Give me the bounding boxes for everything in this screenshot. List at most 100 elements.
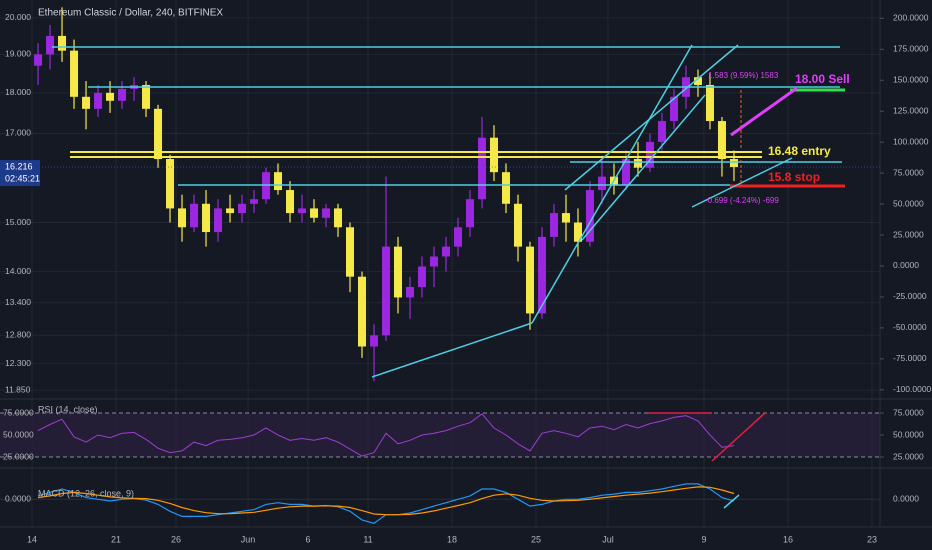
y2-tick-label: -75.0000	[893, 353, 927, 363]
candle-body	[46, 35, 55, 55]
y2-tick-label: 150.0000	[893, 74, 929, 84]
candle-body	[561, 213, 570, 223]
candle-body	[525, 246, 534, 314]
rsi-tick-label-left: 50.0000	[3, 429, 34, 439]
candle-body	[142, 84, 151, 109]
candle-body	[537, 236, 546, 314]
gain-label: 1.583 (9.59%) 1583	[708, 71, 779, 80]
y-tick-label: 19.000	[5, 49, 31, 59]
rsi-tick-label-left: 75.0000	[3, 407, 34, 417]
y2-tick-label: -100.0000	[893, 384, 932, 394]
candle-body	[310, 208, 319, 218]
candle-body	[513, 203, 522, 247]
x-tick-label: 23	[867, 534, 877, 544]
stop-label: 15.8 stop	[768, 170, 820, 184]
y-tick-label: 18.000	[5, 87, 31, 97]
x-tick-label: Jun	[241, 534, 256, 544]
candle-body	[669, 96, 678, 122]
rsi-tick-label: 50.0000	[893, 429, 924, 439]
candle-body	[394, 246, 403, 298]
candle-body	[549, 213, 558, 237]
y-tick-label: 12.800	[5, 330, 31, 340]
rsi-tick-label: 25.0000	[893, 451, 924, 461]
candle-body	[645, 141, 654, 168]
candle-body	[106, 92, 115, 101]
candle-body	[202, 203, 211, 233]
candle-body	[358, 276, 367, 347]
x-tick-label: 18	[447, 534, 457, 544]
candle-body	[621, 159, 630, 186]
y-tick-label: 12.300	[5, 358, 31, 368]
candle-body	[214, 208, 223, 233]
candle-body	[274, 172, 283, 191]
candle-body	[430, 256, 439, 267]
price-tag-box	[0, 160, 40, 187]
rsi-tick-label: 75.0000	[893, 407, 924, 417]
price-tag-label: 16.216	[5, 161, 33, 171]
candle-body	[118, 88, 127, 101]
candle-body	[693, 77, 702, 85]
x-tick-label: 9	[701, 534, 706, 544]
candle-body	[94, 92, 103, 109]
loss-label: -0.699 (-4.24%) -699	[705, 196, 779, 205]
candle-body	[382, 246, 391, 336]
candle-body	[370, 335, 379, 347]
candle-body	[441, 246, 450, 257]
candle-body	[238, 203, 247, 214]
x-tick-label: 11	[363, 534, 372, 544]
y2-tick-label: 100.0000	[893, 136, 929, 146]
y2-tick-label: -25.0000	[893, 291, 927, 301]
trend-line	[581, 94, 706, 241]
y2-tick-label: 175.0000	[893, 44, 929, 54]
candle-body	[729, 159, 738, 168]
candle-body	[573, 222, 582, 242]
candle-body	[250, 199, 259, 204]
candle-body	[633, 159, 642, 168]
y2-tick-label: 125.0000	[893, 105, 929, 115]
candle-body	[154, 108, 163, 160]
y-tick-label: 14.000	[5, 266, 31, 276]
rsi-band	[0, 413, 880, 457]
candle-body	[705, 84, 714, 122]
macd-tick-label-left: 0.0000	[5, 494, 31, 504]
candle-body	[585, 190, 594, 242]
price-tag-countdown: 02:45:21	[5, 173, 40, 183]
candle-body	[226, 208, 235, 214]
candle-body	[465, 199, 474, 228]
y-tick-label: 11.850	[5, 384, 31, 394]
rsi-title: RSI (14, close)	[38, 404, 98, 414]
candle-body	[717, 121, 726, 160]
y2-tick-label: 50.0000	[893, 198, 924, 208]
y2-tick-label: 200.0000	[893, 13, 929, 23]
candle-body	[418, 266, 427, 287]
candle-body	[190, 203, 199, 228]
drawings	[52, 44, 845, 509]
sell-path	[730, 86, 798, 137]
candle-body	[82, 96, 91, 109]
y-tick-label: 13.400	[5, 297, 31, 307]
candle-body	[286, 190, 295, 214]
x-tick-label: 21	[111, 534, 121, 544]
candle-body	[657, 121, 666, 142]
trend-line	[371, 322, 533, 378]
x-tick-label: 25	[531, 534, 541, 544]
y2-tick-label: -50.0000	[893, 322, 927, 332]
candle-body	[477, 137, 486, 200]
rsi-drawing	[711, 412, 766, 462]
macd-title: MACD (12, 26, close, 9)	[38, 488, 134, 498]
candle-body	[501, 172, 510, 204]
x-tick-label: Jul	[602, 534, 614, 544]
candle-body	[298, 208, 307, 214]
candle-body	[34, 54, 43, 66]
chart-title: Ethereum Classic / Dollar, 240, BITFINEX	[38, 8, 223, 19]
candle-body	[334, 208, 343, 228]
rsi-tick-label-left: 25.0000	[3, 451, 34, 461]
x-tick-label: 16	[783, 534, 793, 544]
y-tick-label: 17.000	[5, 128, 31, 138]
candle-body	[58, 35, 67, 51]
y2-tick-label: 0.0000	[893, 260, 919, 270]
candle-body	[453, 227, 462, 247]
sell-label: 18.00 Sell	[795, 72, 850, 86]
y-tick-label: 15.000	[5, 217, 31, 227]
